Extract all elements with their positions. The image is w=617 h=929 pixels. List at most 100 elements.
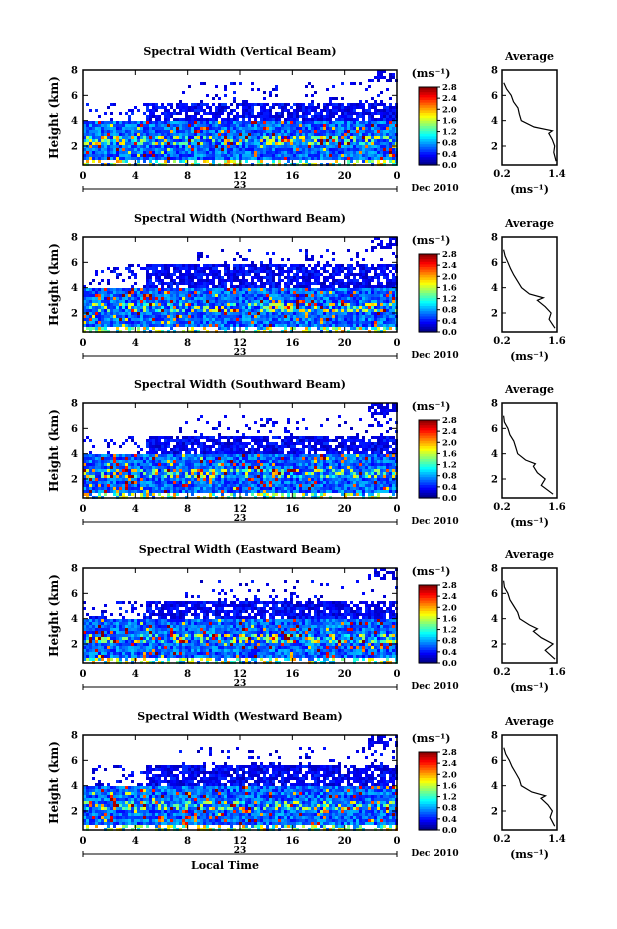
heatmap-cell bbox=[188, 106, 191, 109]
heatmap-cell bbox=[122, 466, 125, 469]
heatmap-cell bbox=[134, 442, 137, 445]
heatmap-cell bbox=[380, 285, 383, 288]
heatmap-cell bbox=[152, 312, 155, 315]
heatmap-cell bbox=[323, 145, 326, 148]
heatmap-cell bbox=[188, 487, 191, 490]
heatmap-cell bbox=[299, 148, 302, 151]
heatmap-cell bbox=[365, 312, 368, 315]
heatmap-cell bbox=[209, 282, 212, 285]
heatmap-cell bbox=[167, 273, 170, 276]
heatmap-cell bbox=[191, 273, 194, 276]
heatmap-cell bbox=[356, 309, 359, 312]
heatmap-cell bbox=[95, 303, 98, 306]
heatmap-cell bbox=[263, 97, 266, 100]
heatmap-cell bbox=[311, 270, 314, 273]
heatmap-cell bbox=[362, 285, 365, 288]
heatmap-cell bbox=[299, 127, 302, 130]
heatmap-cell bbox=[200, 157, 203, 160]
heatmap-cell bbox=[383, 121, 386, 124]
heatmap-cell bbox=[278, 145, 281, 148]
heatmap-cell bbox=[236, 321, 239, 324]
heatmap-cell bbox=[191, 267, 194, 270]
heatmap-cell bbox=[374, 246, 377, 249]
heatmap-cell bbox=[119, 445, 122, 448]
heatmap-cell bbox=[275, 273, 278, 276]
heatmap-cell bbox=[380, 139, 383, 142]
heatmap-cell bbox=[173, 457, 176, 460]
heatmap-cell bbox=[365, 142, 368, 145]
heatmap-cell bbox=[86, 160, 89, 163]
heatmap-cell bbox=[98, 160, 101, 163]
heatmap-cell bbox=[158, 481, 161, 484]
heatmap-cell bbox=[134, 288, 137, 291]
heatmap-cell bbox=[299, 151, 302, 154]
heatmap-cell bbox=[203, 151, 206, 154]
colorbar-tick-label: 1.2 bbox=[442, 295, 457, 305]
heatmap-cell bbox=[137, 145, 140, 148]
heatmap-cell bbox=[98, 294, 101, 297]
heatmap-cell bbox=[383, 270, 386, 273]
heatmap-cell bbox=[158, 324, 161, 327]
heatmap-cell bbox=[299, 109, 302, 112]
heatmap-cell bbox=[116, 469, 119, 472]
heatmap-cell bbox=[365, 276, 368, 279]
heatmap-cell bbox=[188, 466, 191, 469]
heatmap-cell bbox=[389, 76, 392, 79]
heatmap-cell bbox=[245, 315, 248, 318]
heatmap-cell bbox=[359, 115, 362, 118]
heatmap-cell bbox=[152, 297, 155, 300]
heatmap-cell bbox=[335, 315, 338, 318]
heatmap-cell bbox=[350, 133, 353, 136]
heatmap-cell bbox=[173, 112, 176, 115]
heatmap-cell bbox=[119, 312, 122, 315]
heatmap-cell bbox=[158, 460, 161, 463]
heatmap-cell bbox=[119, 469, 122, 472]
heatmap-cell bbox=[287, 157, 290, 160]
heatmap-cell bbox=[131, 109, 134, 112]
heatmap-cell bbox=[359, 312, 362, 315]
heatmap-cell bbox=[191, 282, 194, 285]
heatmap-cell bbox=[161, 475, 164, 478]
heatmap-cell bbox=[323, 285, 326, 288]
heatmap-cell bbox=[188, 291, 191, 294]
heatmap-cell bbox=[173, 160, 176, 163]
heatmap-cell bbox=[134, 475, 137, 478]
heatmap-cell bbox=[128, 457, 131, 460]
heatmap-cell bbox=[185, 445, 188, 448]
heatmap-cell bbox=[215, 145, 218, 148]
heatmap-cell bbox=[167, 264, 170, 267]
heatmap-cell bbox=[182, 279, 185, 282]
heatmap-cell bbox=[335, 151, 338, 154]
heatmap-cell bbox=[155, 130, 158, 133]
heatmap-cell bbox=[347, 145, 350, 148]
heatmap-cell bbox=[350, 124, 353, 127]
heatmap-cell bbox=[125, 112, 128, 115]
heatmap-cell bbox=[254, 157, 257, 160]
heatmap-cell bbox=[185, 454, 188, 457]
heatmap-cell bbox=[251, 124, 254, 127]
heatmap-cell bbox=[302, 312, 305, 315]
heatmap-cell bbox=[356, 261, 359, 264]
heatmap-cell bbox=[185, 121, 188, 124]
heatmap-cell bbox=[164, 288, 167, 291]
heatmap-cell bbox=[281, 130, 284, 133]
heatmap-cell bbox=[188, 130, 191, 133]
heatmap-cell bbox=[380, 315, 383, 318]
heatmap-cell bbox=[335, 148, 338, 151]
heatmap-cell bbox=[344, 321, 347, 324]
heatmap-cell bbox=[245, 160, 248, 163]
heatmap-cell bbox=[173, 303, 176, 306]
heatmap-cell bbox=[221, 124, 224, 127]
heatmap-cell bbox=[257, 291, 260, 294]
heatmap-cell bbox=[317, 130, 320, 133]
heatmap-cell bbox=[173, 127, 176, 130]
heatmap-cell bbox=[332, 85, 335, 88]
heatmap-cell bbox=[161, 318, 164, 321]
heatmap-cell bbox=[371, 327, 374, 330]
heatmap-cell bbox=[251, 109, 254, 112]
heatmap-cell bbox=[245, 303, 248, 306]
heatmap-cell bbox=[239, 303, 242, 306]
heatmap-cell bbox=[326, 285, 329, 288]
heatmap-cell bbox=[167, 142, 170, 145]
colorbar-swatch bbox=[419, 280, 437, 284]
